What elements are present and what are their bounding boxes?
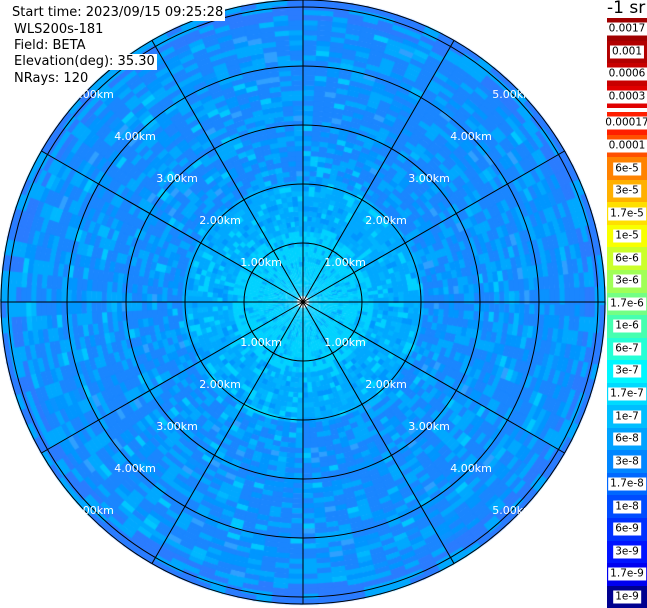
- colorbar-label: 6e-8: [613, 432, 641, 446]
- colorbar-label: 0.0006: [606, 67, 647, 81]
- colorbar-cell: 3e-6: [607, 270, 647, 293]
- colorbar-label: 1e-6: [613, 319, 641, 333]
- colorbar-cell: 1e-8: [607, 495, 647, 519]
- colorbar-cell: 6e-9: [607, 518, 647, 541]
- colorbar-label: 6e-7: [613, 342, 641, 356]
- colorbar-label: 1e-8: [613, 500, 641, 514]
- azimuth-spoke: [302, 150, 565, 303]
- colorbar-label: 3e-9: [613, 545, 641, 559]
- colorbar-cell: 1e-5: [607, 224, 647, 248]
- colorbar: 0.0017 0.001 0.0006 0.0003 0.00017 0.0001 6e-5…: [603, 18, 647, 608]
- range-label: 3.00km: [408, 420, 450, 433]
- azimuth-spoke: [151, 40, 304, 303]
- colorbar-cell: 1.7e-9: [607, 563, 647, 586]
- azimuth-spoke: [41, 301, 304, 454]
- colorbar-cell: 3e-9: [607, 540, 647, 564]
- range-label: 4.00km: [114, 462, 156, 475]
- colorbar-cell: 6e-8: [607, 427, 647, 451]
- colorbar-cell: 1.7e-5: [607, 202, 647, 225]
- colorbar-cell: 1.7e-8: [607, 472, 647, 496]
- colorbar-label: 0.0003: [606, 90, 647, 104]
- colorbar-label: 1.7e-7: [608, 387, 646, 401]
- colorbar-label: 1e-5: [613, 229, 641, 243]
- azimuth-spokes: [1, 0, 605, 604]
- range-label: 2.00km: [199, 378, 241, 391]
- range-label: 2.00km: [199, 214, 241, 227]
- range-label: 2.00km: [365, 378, 407, 391]
- range-label: 1.00km: [324, 256, 366, 269]
- colorbar-cell: 1e-9: [607, 585, 647, 608]
- range-ring-overlay: 1.00km 1.00km 1.00km 1.00km 2.00km 2.00km 2.00…: [0, 0, 606, 605]
- colorbar-label: 1e-9: [613, 590, 641, 604]
- range-label: 5.00km: [492, 504, 534, 517]
- colorbar-label: 1.7e-8: [608, 477, 646, 491]
- colorbar-label: 3e-5: [613, 184, 641, 198]
- colorbar-cell: 0.0001: [606, 134, 647, 158]
- colorbar-cell: 1e-7: [607, 405, 647, 428]
- colorbar-cell: 1e-6: [607, 315, 647, 338]
- colorbar-label: 0.0017: [606, 22, 647, 36]
- azimuth-spoke: [302, 301, 455, 564]
- colorbar-label: 0.0001: [606, 139, 647, 153]
- start-time-label: Start time: 2023/09/15 09:25:28: [10, 5, 226, 21]
- range-labels: 1.00km 1.00km 1.00km 1.00km 2.00km 2.00km 2.00…: [72, 88, 534, 517]
- colorbar-label: 0.001: [609, 45, 645, 59]
- colorbar-label: 3e-8: [613, 455, 641, 469]
- range-label: 1.00km: [324, 336, 366, 349]
- colorbar-label: 3e-7: [613, 364, 641, 378]
- colorbar-cell: 6e-5: [607, 157, 647, 180]
- colorbar-cell: 0.001: [607, 40, 647, 64]
- range-label: 3.00km: [156, 420, 198, 433]
- colorbar-cell: 0.0006: [606, 63, 647, 86]
- range-label: 5.00km: [72, 88, 114, 101]
- elevation-label: Elevation(deg): 35.30: [12, 54, 157, 70]
- range-label: 4.00km: [114, 130, 156, 143]
- range-label: 1.00km: [240, 256, 282, 269]
- colorbar-unit: -1 sr: [607, 0, 646, 18]
- range-label: 4.00km: [450, 462, 492, 475]
- colorbar-label: 1.7e-5: [608, 207, 646, 221]
- range-label: 3.00km: [408, 172, 450, 185]
- colorbar-label: 6e-5: [613, 162, 641, 176]
- colorbar-gap: [607, 108, 647, 113]
- colorbar-cell: 3e-8: [607, 450, 647, 473]
- nrays-label: NRays: 120: [12, 71, 91, 87]
- colorbar-cell: 3e-5: [607, 179, 647, 203]
- azimuth-spoke: [302, 301, 565, 454]
- colorbar-label: 6e-9: [613, 522, 641, 536]
- colorbar-cell: 0.00017: [603, 112, 647, 135]
- azimuth-spoke: [302, 40, 455, 303]
- range-label: 2.00km: [365, 214, 407, 227]
- colorbar-label: 3e-6: [613, 274, 641, 288]
- colorbar-cell: 0.0003: [606, 85, 647, 109]
- field-label: Field: BETA: [12, 38, 88, 54]
- range-label: 3.00km: [156, 172, 198, 185]
- range-label: 4.00km: [450, 130, 492, 143]
- colorbar-cell: 1.7e-6: [607, 292, 647, 316]
- colorbar-label: 1e-7: [613, 410, 641, 424]
- azimuth-spoke: [41, 150, 304, 303]
- instrument-label: WLS200s-181: [12, 22, 106, 38]
- range-label: 1.00km: [240, 336, 282, 349]
- colorbar-cell: 3e-7: [607, 360, 647, 383]
- colorbar-cell: 1.7e-7: [607, 382, 647, 406]
- colorbar-label: 1.7e-9: [608, 567, 646, 581]
- colorbar-cell: 0.0017: [606, 18, 647, 41]
- colorbar-cell: 6e-7: [607, 337, 647, 361]
- colorbar-cell: 6e-6: [607, 247, 647, 271]
- colorbar-label: 0.00017: [603, 116, 647, 130]
- azimuth-spoke: [151, 301, 304, 564]
- colorbar-label: 1.7e-6: [608, 297, 646, 311]
- range-label: 5.00km: [492, 88, 534, 101]
- range-label: 5.00km: [72, 504, 114, 517]
- colorbar-label: 6e-6: [613, 252, 641, 266]
